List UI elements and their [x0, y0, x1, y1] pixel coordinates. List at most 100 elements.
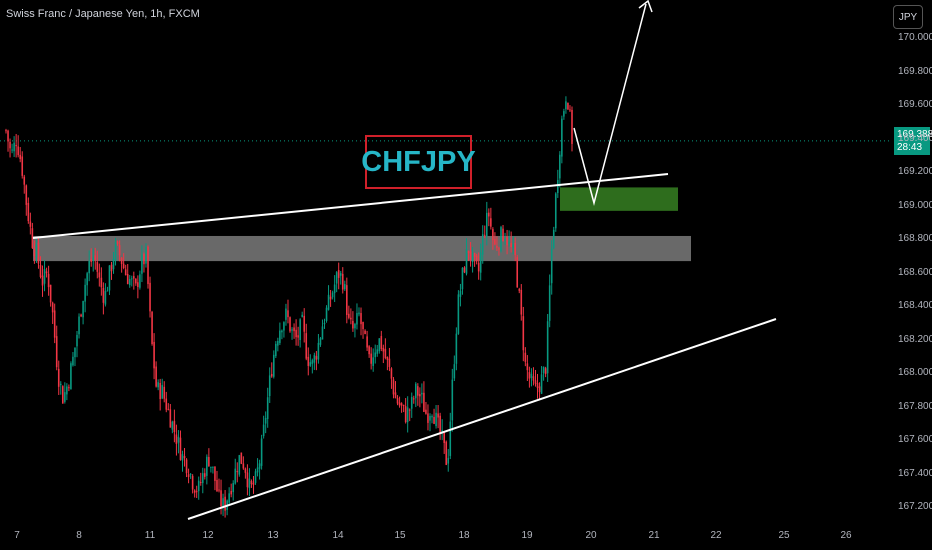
candle-body — [475, 255, 478, 262]
time-tick-label: 12 — [202, 530, 214, 541]
candle-body — [19, 154, 22, 159]
price-tick-label: 168.200 — [898, 333, 932, 345]
candle-body — [39, 264, 42, 277]
candle-body — [212, 466, 214, 468]
candle-body — [45, 271, 48, 274]
candle-body — [244, 468, 247, 473]
currency-button[interactable]: JPY — [893, 5, 923, 29]
candle-body — [149, 282, 151, 312]
candle-body — [161, 385, 164, 399]
candle-body — [139, 274, 141, 288]
candle-body — [62, 386, 64, 404]
candle-body — [193, 490, 196, 493]
candle-body — [137, 282, 139, 288]
candle-body — [565, 101, 567, 110]
candle-body — [439, 415, 441, 433]
candle-body — [348, 313, 350, 318]
candle-body — [210, 466, 212, 468]
candle-body — [201, 473, 204, 484]
candle-body — [171, 421, 174, 430]
candle-body — [252, 482, 255, 485]
candle-body — [327, 294, 330, 310]
bar-countdown: 28:43 — [897, 142, 923, 153]
candle-body — [417, 386, 419, 396]
candle-body — [333, 284, 336, 294]
candle-body — [70, 363, 72, 390]
candle-body — [181, 454, 184, 461]
time-tick-label: 26 — [840, 530, 852, 541]
candle-body — [506, 236, 508, 246]
price-tick-label: 167.200 — [898, 501, 932, 513]
candle-body — [331, 292, 334, 298]
candle-body — [228, 493, 230, 503]
candle-body — [477, 262, 480, 272]
candle-body — [378, 338, 381, 352]
price-tick-label: 168.800 — [898, 233, 932, 245]
candle-body — [230, 490, 232, 495]
candle-body — [315, 356, 318, 360]
candle-body — [437, 413, 439, 418]
candle-body — [311, 360, 314, 364]
candle-body — [53, 310, 56, 338]
candle-body — [100, 277, 103, 288]
candle-body — [260, 438, 263, 466]
candle-body — [191, 475, 194, 490]
candle-body — [234, 468, 237, 484]
candle-body — [240, 452, 243, 464]
candle-body — [220, 490, 222, 507]
candle-body — [423, 392, 425, 412]
candle-body — [29, 221, 32, 227]
candle-body — [317, 342, 320, 360]
candle-body — [364, 330, 366, 335]
candle-body — [548, 285, 551, 321]
candle-body — [546, 321, 549, 374]
candle-body — [128, 279, 131, 286]
candle-body — [80, 314, 82, 317]
candle-body — [76, 334, 78, 347]
candle-body — [494, 239, 496, 245]
candle-body — [301, 314, 303, 317]
price-tick-label: 168.000 — [898, 367, 932, 379]
current-price-tag: 169.388 28:43 — [894, 127, 932, 155]
candle-body — [291, 329, 293, 331]
candle-body — [567, 102, 569, 110]
candle-body — [84, 284, 86, 302]
candle-body — [516, 257, 519, 288]
candle-body — [151, 311, 153, 345]
candle-body — [329, 296, 332, 300]
candle-body — [283, 322, 285, 331]
candle-body — [419, 394, 421, 397]
candle-body — [167, 408, 170, 410]
candle-body — [341, 273, 344, 290]
candle-body — [110, 264, 113, 272]
candle-body — [199, 481, 202, 483]
price-tick-label: 169.400 — [898, 132, 932, 144]
price-tick-label: 167.600 — [898, 434, 932, 446]
candle-body — [552, 229, 555, 249]
price-tick-label: 168.400 — [898, 300, 932, 312]
candle-body — [414, 383, 417, 399]
candle-body — [337, 270, 340, 278]
price-tick-label: 170.000 — [898, 32, 932, 44]
candle-body — [372, 357, 374, 367]
candle-body — [102, 287, 105, 303]
candle-body — [536, 383, 539, 388]
candle-body — [556, 180, 559, 193]
candle-body — [272, 354, 275, 377]
candle-body — [362, 322, 364, 330]
price-tick-label: 169.800 — [898, 65, 932, 77]
resistance-zone — [33, 235, 691, 262]
candle-body — [498, 248, 500, 250]
time-tick-label: 13 — [267, 530, 279, 541]
price-tick-label: 169.600 — [898, 99, 932, 111]
candle-body — [55, 336, 58, 368]
candle-body — [490, 218, 492, 227]
candle-body — [218, 489, 220, 491]
candle-body — [293, 327, 295, 332]
candle-body — [520, 289, 523, 315]
candle-body — [483, 234, 486, 236]
candle-body — [350, 317, 352, 320]
price-tick-label: 169.000 — [898, 199, 932, 211]
candle-body — [295, 329, 297, 338]
